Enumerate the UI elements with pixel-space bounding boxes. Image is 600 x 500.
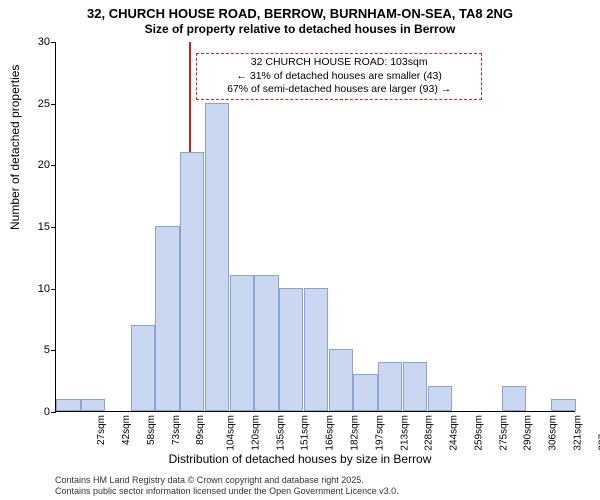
- x-tick-label: 244sqm: [449, 415, 460, 451]
- histogram-bar: [254, 275, 278, 411]
- histogram-bar: [378, 362, 402, 411]
- y-tick-mark: [51, 350, 56, 351]
- x-tick-label: 166sqm: [325, 415, 336, 451]
- x-tick-label: 42sqm: [121, 415, 132, 445]
- x-tick-label: 197sqm: [374, 415, 385, 451]
- y-tick-label: 0: [28, 406, 50, 418]
- histogram-bar: [205, 103, 229, 411]
- attribution-line2: Contains public sector information licen…: [55, 486, 399, 497]
- y-tick-label: 15: [28, 221, 50, 233]
- histogram-bar: [131, 325, 155, 411]
- chart-title-line2: Size of property relative to detached ho…: [0, 22, 600, 36]
- x-tick-label: 290sqm: [523, 415, 534, 451]
- histogram-bar: [56, 399, 80, 411]
- histogram-bar: [155, 226, 179, 411]
- x-tick-label: 259sqm: [473, 415, 484, 451]
- annotation-line: 32 CHURCH HOUSE ROAD: 103sqm: [201, 56, 477, 70]
- histogram-bar: [403, 362, 427, 411]
- histogram-bar: [551, 399, 575, 411]
- chart-title-line1: 32, CHURCH HOUSE ROAD, BERROW, BURNHAM-O…: [0, 6, 600, 21]
- x-tick-label: 120sqm: [251, 415, 262, 451]
- y-tick-label: 5: [28, 344, 50, 356]
- y-tick-label: 10: [28, 283, 50, 295]
- x-tick-label: 321sqm: [572, 415, 583, 451]
- y-tick-mark: [51, 104, 56, 105]
- attribution-line1: Contains HM Land Registry data © Crown c…: [55, 475, 399, 486]
- chart-plot-area: 32 CHURCH HOUSE ROAD: 103sqm← 31% of det…: [55, 42, 575, 412]
- x-tick-label: 228sqm: [424, 415, 435, 451]
- histogram-bar: [81, 399, 105, 411]
- x-tick-label: 27sqm: [96, 415, 107, 445]
- histogram-bar: [180, 152, 204, 411]
- x-tick-label: 151sqm: [300, 415, 311, 451]
- x-tick-label: 73sqm: [171, 415, 182, 445]
- histogram-bar: [428, 386, 452, 411]
- y-tick-mark: [51, 42, 56, 43]
- histogram-bar: [304, 288, 328, 411]
- attribution-text: Contains HM Land Registry data © Crown c…: [55, 475, 399, 497]
- y-tick-mark: [51, 165, 56, 166]
- y-tick-label: 20: [28, 159, 50, 171]
- y-tick-label: 30: [28, 36, 50, 48]
- x-tick-label: 213sqm: [399, 415, 410, 451]
- y-tick-mark: [51, 227, 56, 228]
- x-tick-label: 275sqm: [498, 415, 509, 451]
- y-tick-mark: [51, 289, 56, 290]
- annotation-line: ← 31% of detached houses are smaller (43…: [201, 70, 477, 84]
- x-tick-label: 182sqm: [350, 415, 361, 451]
- histogram-bar: [353, 374, 377, 411]
- x-tick-label: 306sqm: [548, 415, 559, 451]
- x-tick-label: 135sqm: [275, 415, 286, 451]
- annotation-box: 32 CHURCH HOUSE ROAD: 103sqm← 31% of det…: [196, 53, 482, 100]
- histogram-bar: [329, 349, 353, 411]
- annotation-line: 67% of semi-detached houses are larger (…: [201, 83, 477, 97]
- histogram-bar: [502, 386, 526, 411]
- y-tick-mark: [51, 412, 56, 413]
- histogram-bar: [230, 275, 254, 411]
- histogram-bar: [279, 288, 303, 411]
- x-tick-label: 89sqm: [195, 415, 206, 445]
- x-tick-label: 104sqm: [226, 415, 237, 451]
- x-tick-label: 58sqm: [146, 415, 157, 445]
- x-axis-label: Distribution of detached houses by size …: [0, 452, 600, 466]
- y-axis-label: Number of detached properties: [8, 65, 22, 230]
- y-tick-label: 25: [28, 98, 50, 110]
